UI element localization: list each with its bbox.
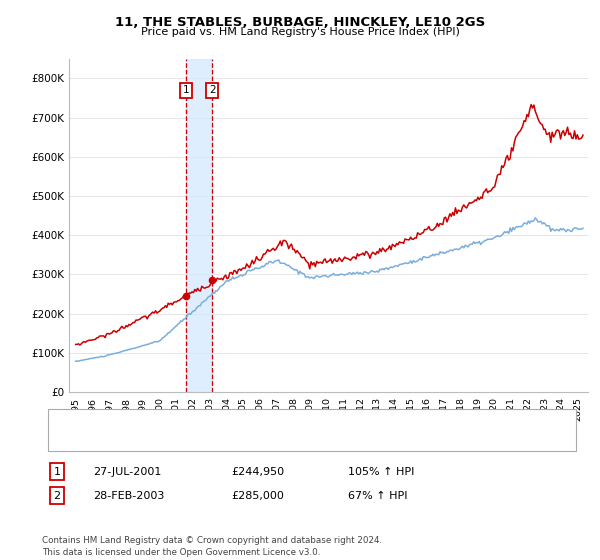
Text: Contains HM Land Registry data © Crown copyright and database right 2024.
This d: Contains HM Land Registry data © Crown c…	[42, 536, 382, 557]
Text: 1: 1	[182, 85, 189, 95]
Text: —: —	[55, 413, 71, 428]
Text: 2: 2	[209, 85, 215, 95]
Text: 11, THE STABLES, BURBAGE, HINCKLEY, LE10 2GS: 11, THE STABLES, BURBAGE, HINCKLEY, LE10…	[115, 16, 485, 29]
Bar	[186, 59, 212, 392]
Text: 67% ↑ HPI: 67% ↑ HPI	[348, 491, 407, 501]
Text: £285,000: £285,000	[231, 491, 284, 501]
Text: Price paid vs. HM Land Registry's House Price Index (HPI): Price paid vs. HM Land Registry's House …	[140, 27, 460, 37]
Text: £244,950: £244,950	[231, 466, 284, 477]
Text: 1: 1	[53, 466, 61, 477]
Text: HPI: Average price, detached house, Hinckley and Bosworth: HPI: Average price, detached house, Hinc…	[75, 434, 374, 444]
Text: 11, THE STABLES, BURBAGE, HINCKLEY, LE10 2GS (detached house): 11, THE STABLES, BURBAGE, HINCKLEY, LE10…	[75, 416, 415, 426]
Text: 2: 2	[53, 491, 61, 501]
Text: 28-FEB-2003: 28-FEB-2003	[93, 491, 164, 501]
Text: —: —	[55, 432, 71, 446]
Text: 27-JUL-2001: 27-JUL-2001	[93, 466, 161, 477]
Text: 105% ↑ HPI: 105% ↑ HPI	[348, 466, 415, 477]
